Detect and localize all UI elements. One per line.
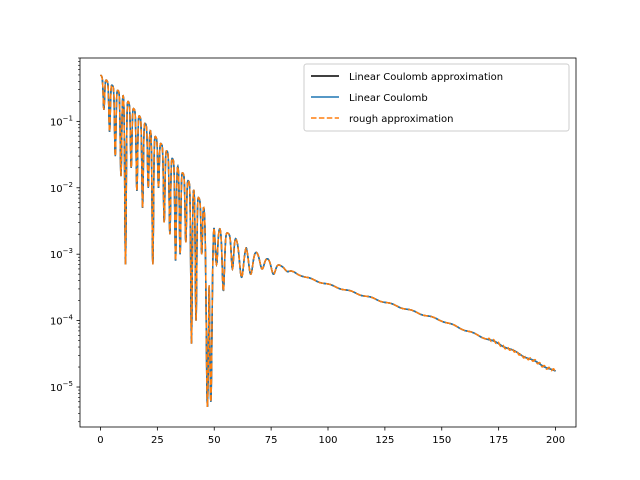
x-axis: 0 25 50 75 100 125 150 175 200 — [97, 427, 565, 446]
y-tick-base: 10 — [50, 383, 63, 394]
x-tick-label: 25 — [151, 435, 164, 446]
legend: Linear Coulomb approximation Linear Coulo… — [303, 63, 570, 132]
x-tick-label: 100 — [318, 435, 337, 446]
y-tick-base: 10 — [50, 317, 63, 328]
x-tick-label: 50 — [208, 435, 221, 446]
y-tick-base: 10 — [50, 250, 63, 261]
legend-label: Linear Coulomb — [349, 93, 428, 104]
y-tick-label: 10−4 — [50, 314, 74, 328]
x-tick-label: 125 — [375, 435, 394, 446]
y-tick-label: 10−3 — [50, 247, 73, 261]
x-tick-label: 200 — [546, 435, 565, 446]
series-layer — [99, 74, 557, 408]
x-tick-label: 0 — [97, 435, 103, 446]
x-tick-label: 175 — [489, 435, 508, 446]
y-axis: 10−510−410−310−210−1 — [50, 57, 80, 423]
y-tick-label: 10−5 — [50, 380, 73, 394]
legend-box — [303, 63, 570, 132]
y-tick-exponent: −4 — [63, 314, 74, 322]
series-line-3 — [99, 74, 557, 408]
y-tick-exponent: −1 — [63, 114, 73, 122]
y-tick-exponent: −3 — [63, 247, 73, 255]
x-tick-label: 75 — [265, 435, 278, 446]
y-tick-base: 10 — [50, 184, 63, 195]
y-tick-label: 10−2 — [50, 181, 73, 195]
y-tick-exponent: −5 — [63, 380, 73, 388]
legend-label: Linear Coulomb approximation — [349, 72, 503, 83]
y-tick-base: 10 — [50, 117, 63, 128]
y-tick-label: 10−1 — [50, 114, 73, 128]
y-tick-exponent: −2 — [63, 181, 73, 189]
legend-label: rough approximation — [349, 114, 453, 125]
x-tick-label: 150 — [432, 435, 451, 446]
